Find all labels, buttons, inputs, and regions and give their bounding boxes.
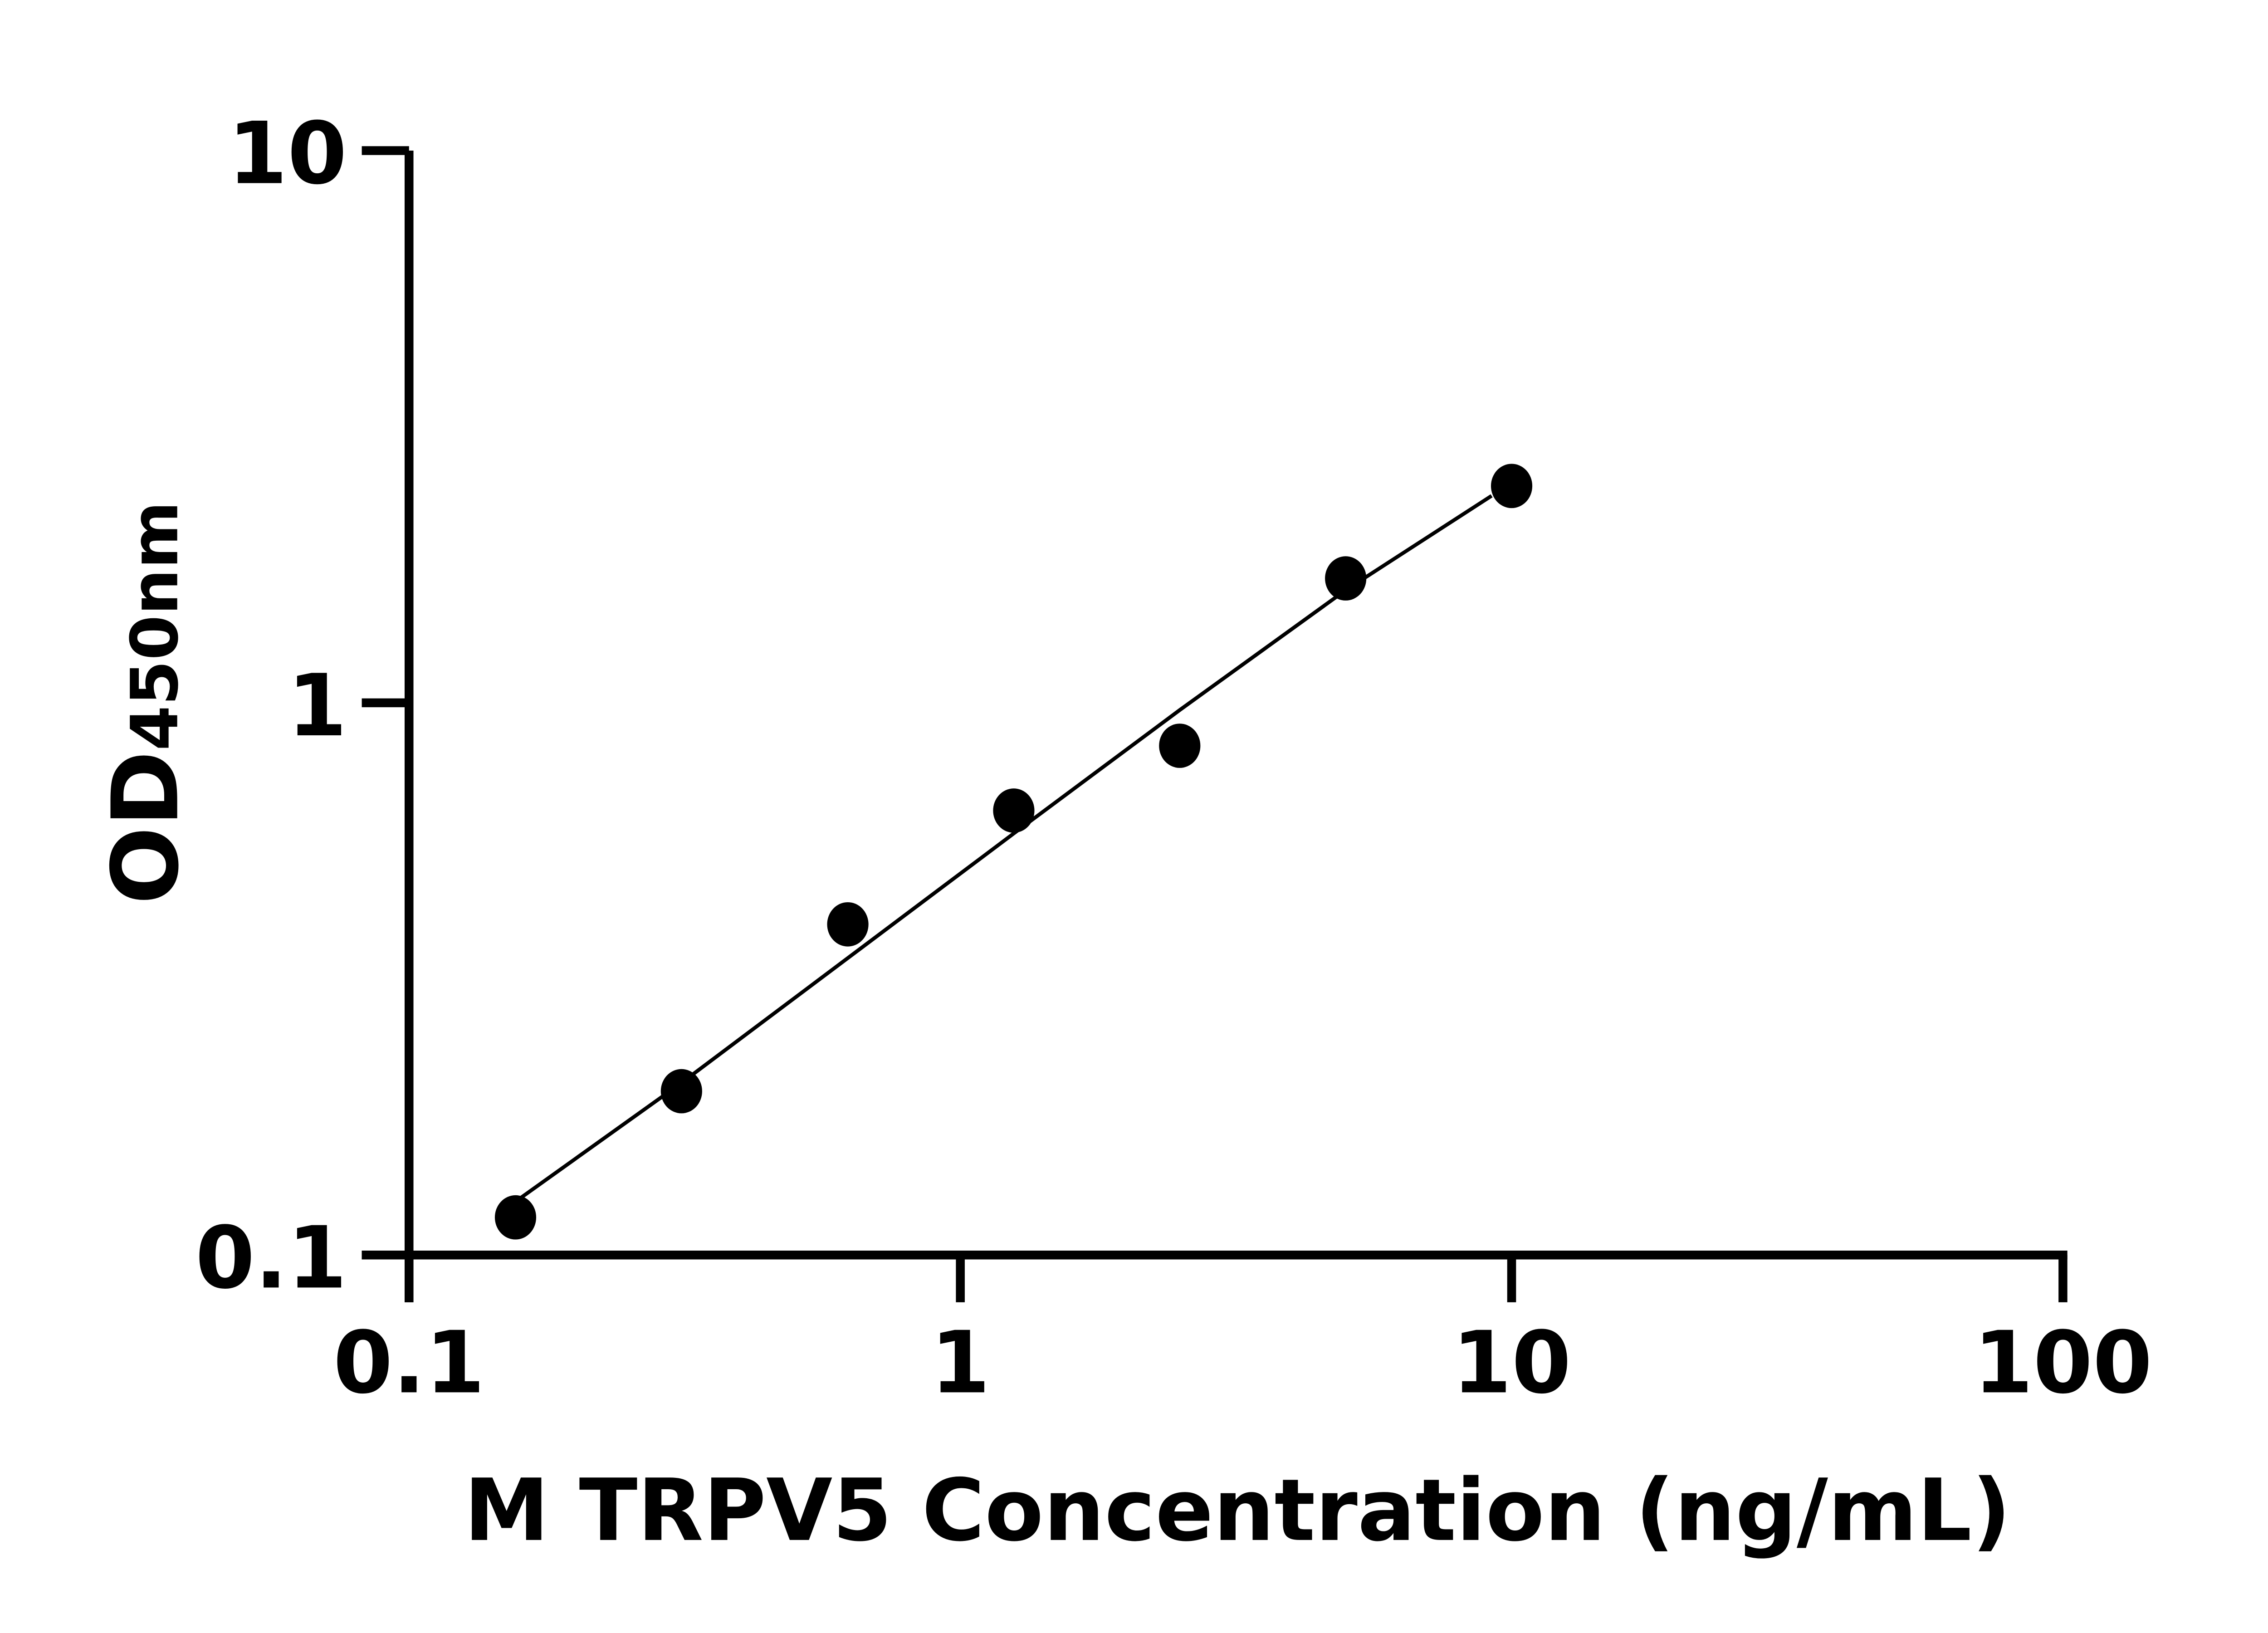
y-axis-label-main: OD: [93, 751, 199, 905]
x-tick-label: 0.1: [333, 1313, 485, 1413]
x-tick-label: 1: [930, 1313, 990, 1413]
tick-labels: 0.1 1 10 0.1 1 10 100: [196, 104, 2152, 1413]
y-tick-label: 1: [288, 656, 347, 756]
data-point: [494, 1195, 537, 1240]
y-axis-label: OD450nm: [93, 501, 199, 905]
data-point: [660, 1069, 702, 1114]
data-point: [993, 788, 1035, 833]
data-point: [827, 902, 869, 947]
data-point: [1325, 556, 1367, 601]
data-point: [1491, 464, 1533, 508]
data-point: [1159, 724, 1201, 768]
y-axis-label-subscript: 450nm: [117, 501, 193, 751]
y-tick-label: 10: [228, 104, 347, 204]
svg-text:OD450nm: OD450nm: [93, 501, 199, 905]
x-tick-label: 100: [1974, 1313, 2152, 1413]
axes: [362, 146, 2068, 1302]
x-tick-label: 10: [1452, 1313, 1571, 1413]
y-tick-label: 0.1: [196, 1208, 347, 1308]
data-points: [494, 464, 1533, 1240]
x-axis-label: M TRPV5 Concentration (ng/mL): [464, 1461, 2011, 1560]
